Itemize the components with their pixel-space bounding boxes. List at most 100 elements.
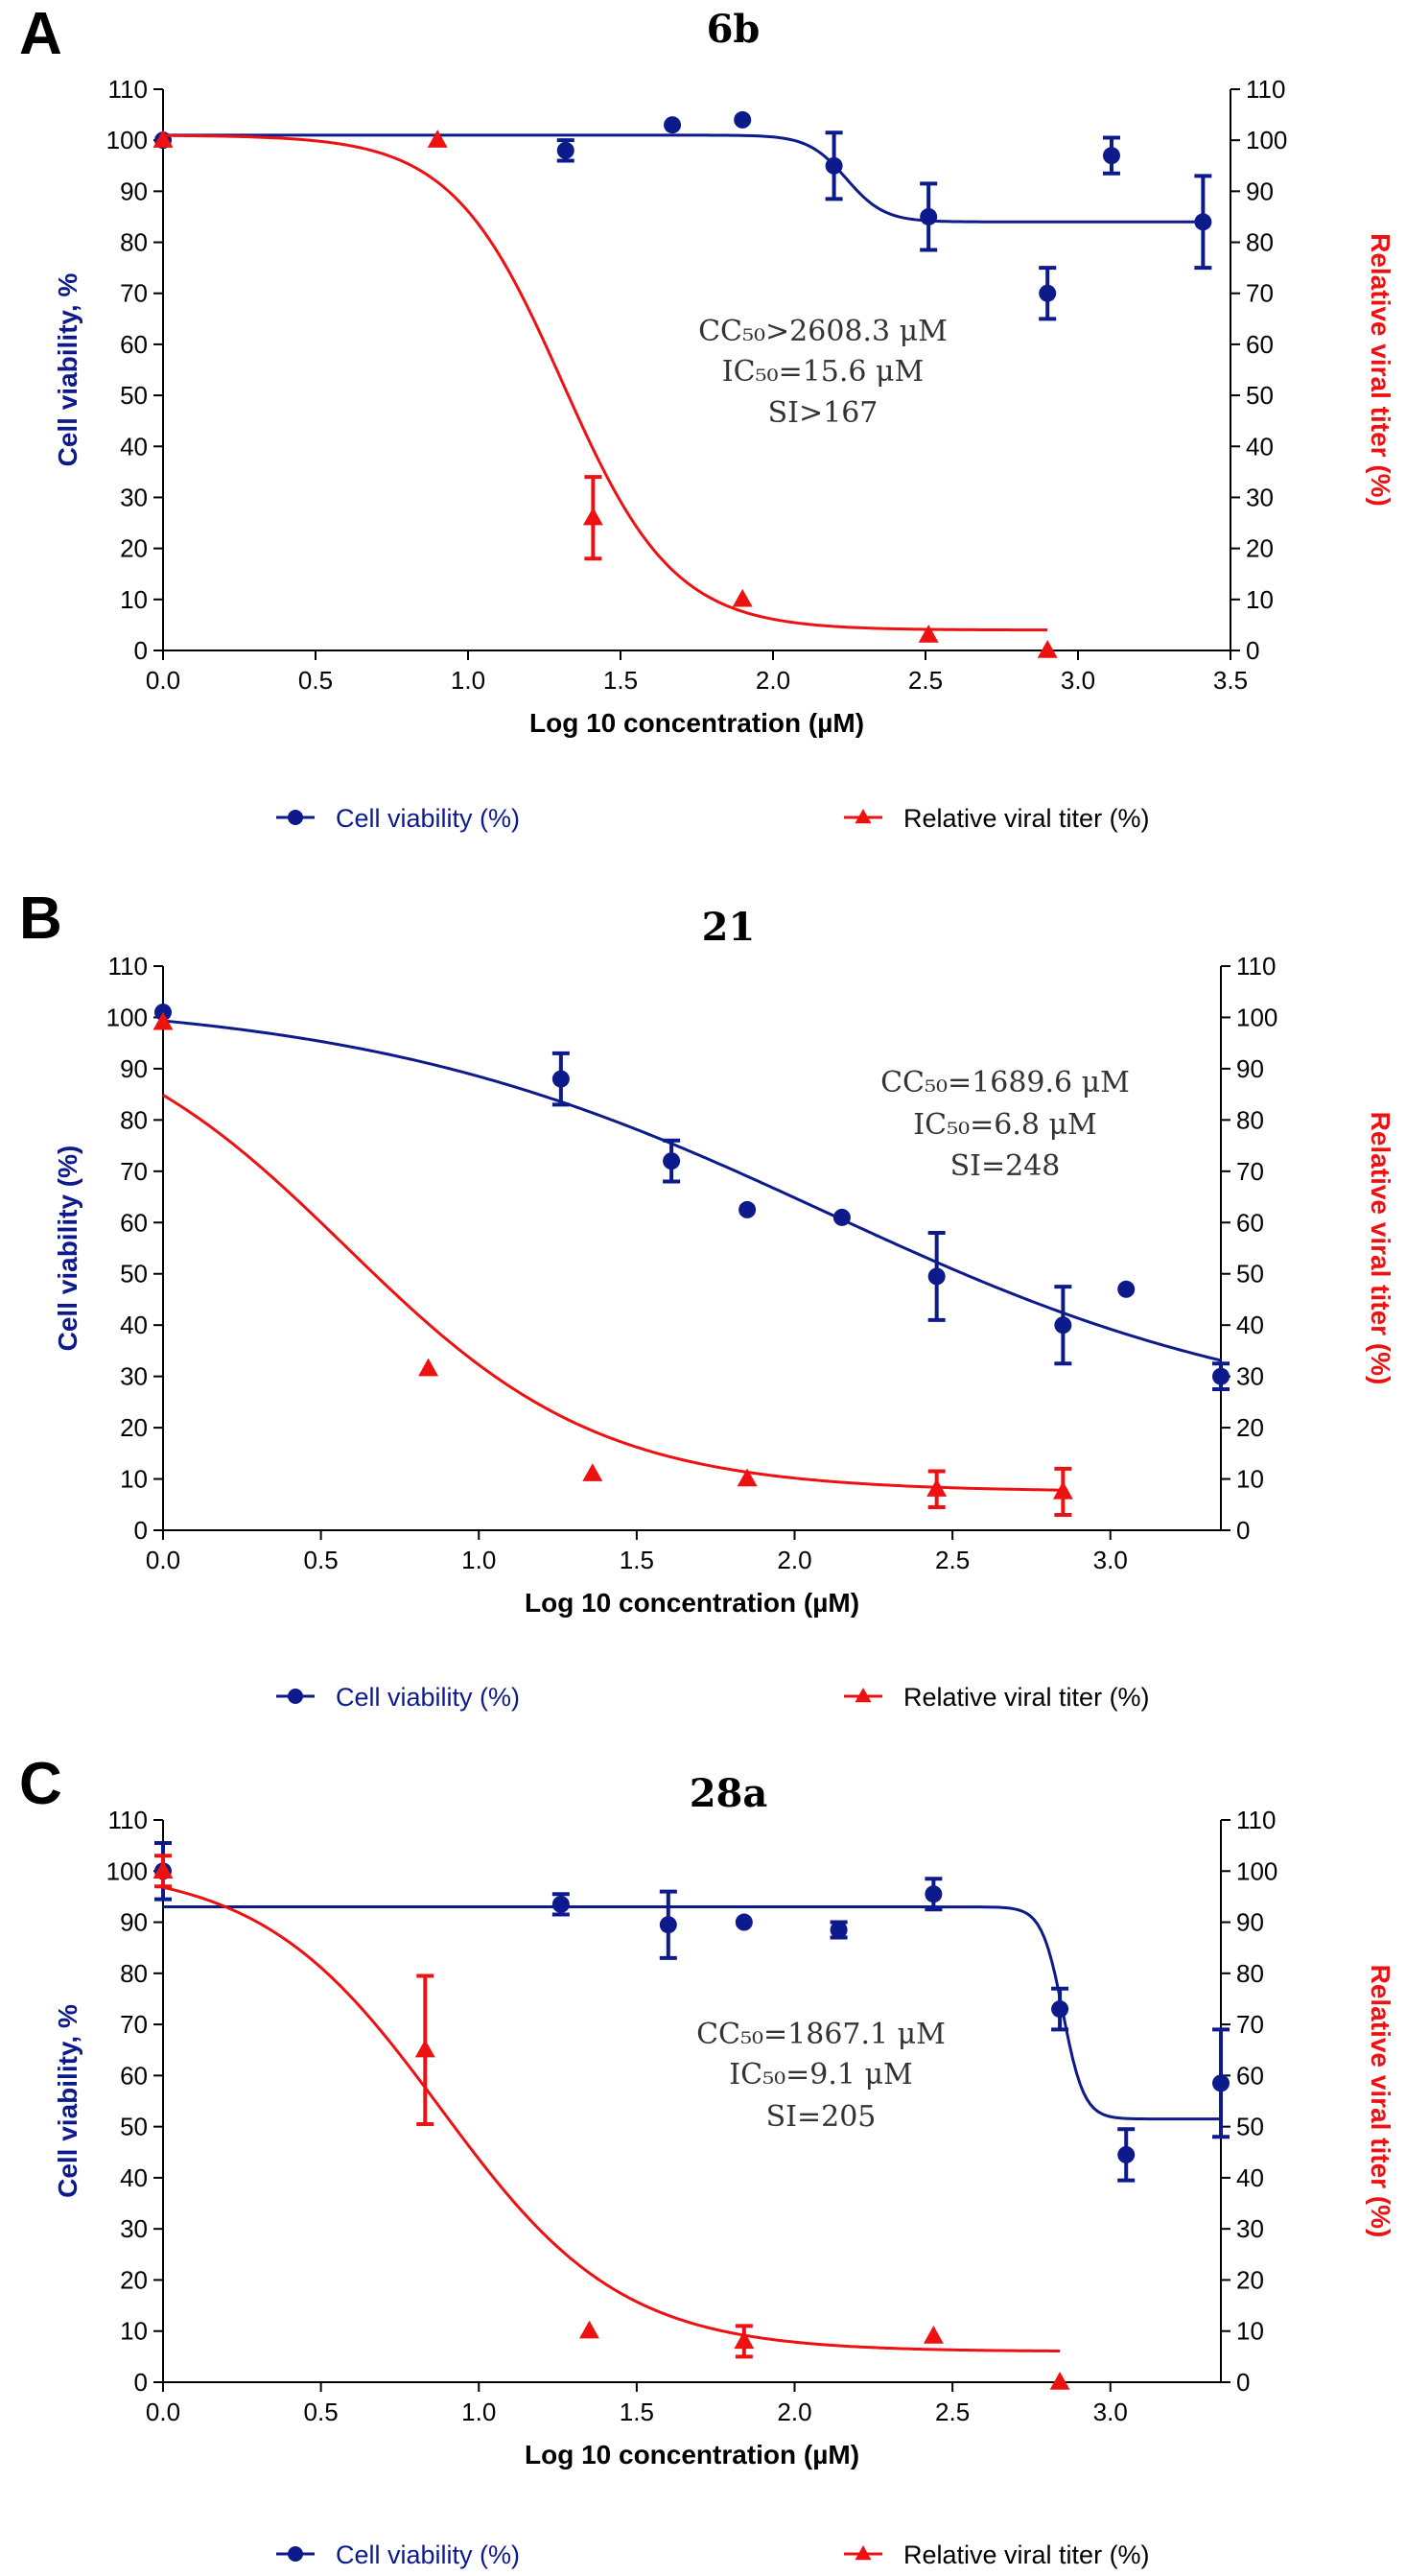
y-tick-label-right: 10 [1246,585,1274,614]
x-tick-label: 3.0 [1093,2398,1128,2426]
y-axis-title-left: Cell viability (%) [53,1146,82,1352]
legend: Cell viability (%) Relative viral titer (… [276,2541,1150,2569]
x-tick-label: 3.0 [1093,1546,1128,1574]
y-tick-label-right: 60 [1236,1208,1264,1237]
y-tick-label-right: 100 [1246,126,1287,154]
data-point [734,2330,755,2350]
data-point [1051,2000,1069,2019]
y-axis-title-right: Relative viral titer (%) [1366,1965,1395,2238]
y-tick-label-right: 110 [1236,1806,1276,1834]
y-tick-label-left: 30 [120,1362,148,1391]
y-tick-label-left: 100 [106,126,148,154]
y-tick-label-right: 50 [1236,2113,1264,2141]
legend-marker-triangle [855,2545,872,2561]
annotation-line: IC₅₀=15.6 μM [722,355,925,389]
y-tick-label-left: 50 [120,1260,148,1288]
panel-letter: C [19,1751,62,1817]
y-tick-label-right: 80 [1236,1105,1264,1134]
data-point [1052,1480,1073,1500]
data-point [418,1358,439,1377]
y-tick-label-left: 100 [106,1856,148,1885]
y-tick-label-left: 70 [120,1157,148,1186]
chart-title: 21 [702,905,756,950]
y-tick-label-left: 70 [120,2010,148,2039]
legend-label: Cell viability (%) [336,1683,520,1712]
panel-letter: A [19,1,62,67]
legend-marker-triangle [855,809,872,824]
y-tick-label-left: 50 [120,381,148,410]
y-tick-label-right: 20 [1236,2265,1264,2294]
y-tick-label-right: 50 [1246,381,1274,410]
legend-marker-circle [288,1689,303,1704]
legend: Cell viability (%) Relative viral titer (… [276,1683,1150,1712]
x-tick-label: 2.0 [756,666,790,695]
x-tick-label: 1.0 [461,2398,496,2426]
y-tick-label-right: 0 [1236,2368,1250,2397]
fit-curve [162,1094,1064,1492]
y-tick-label-left: 100 [106,1003,148,1031]
legend-label: Cell viability (%) [336,804,520,833]
data-point [825,156,843,175]
y-tick-label-left: 20 [120,2265,148,2294]
x-tick-label: 1.5 [620,2398,654,2426]
series-cell-viability [154,1840,1230,2183]
x-tick-label: 0.5 [304,1546,339,1574]
x-axis-title: Log 10 concentration (µM) [525,1588,859,1618]
chart-panel-C: C 28a 0 0 10 10 20 20 30 30 40 40 50 50 60 60 70 70 80 80 90… [19,1751,1395,2569]
y-tick-label-left: 80 [120,1959,148,1988]
y-tick-label-right: 80 [1236,1959,1264,1988]
y-tick-label-left: 80 [120,1105,148,1134]
data-point [1049,2372,1070,2390]
y-tick-label-right: 100 [1236,1856,1277,1885]
data-point [832,1208,851,1226]
annotation-line: IC₅₀=6.8 μM [913,1108,1096,1142]
data-point [663,1152,681,1170]
data-point [737,1468,758,1487]
y-tick-label-left: 20 [120,534,148,563]
legend-marker-circle [288,810,303,825]
x-axis-title: Log 10 concentration (µM) [525,2440,859,2470]
y-tick-label-right: 90 [1246,177,1274,205]
y-axis-title-left: Cell viability, % [53,2004,82,2198]
series-relative-viral-titer [152,1854,1070,2390]
x-tick-label: 0.0 [146,2398,180,2426]
annotation-line: CC₅₀=1689.6 μM [880,1066,1130,1099]
legend-label: Cell viability (%) [336,2541,520,2569]
y-tick-label-left: 30 [120,483,148,511]
y-tick-label-left: 110 [108,1806,148,1834]
y-tick-label-left: 10 [120,585,148,614]
annotation-line: CC₅₀=1867.1 μM [696,2018,946,2051]
data-point [918,625,939,643]
data-point [1117,2145,1136,2163]
data-point [582,1463,603,1481]
x-tick-label: 1.5 [603,666,638,695]
data-point [152,1011,174,1030]
x-tick-label: 2.5 [935,2398,970,2426]
fit-curve [162,133,1048,632]
y-tick-label-right: 110 [1246,75,1285,104]
y-axis-title-left: Cell viability, % [53,273,82,467]
y-tick-label-right: 100 [1236,1003,1277,1031]
x-tick-label: 1.0 [451,666,485,695]
panel-letter: B [19,886,62,952]
data-point [1054,1316,1072,1335]
x-tick-label: 2.0 [777,2398,811,2426]
y-tick-label-right: 70 [1236,2010,1264,2039]
data-point [556,141,574,159]
legend-label: Relative viral titer (%) [903,1683,1150,1712]
fit-curve [163,133,1204,224]
fit-curve [163,1905,1221,2121]
data-point [551,1070,570,1088]
y-tick-label-right: 40 [1246,432,1274,461]
y-tick-label-right: 30 [1236,1362,1264,1391]
y-tick-label-right: 30 [1246,483,1274,511]
y-tick-label-left: 90 [120,1908,148,1937]
y-tick-label-left: 70 [120,279,148,308]
fit-curve [162,1019,1222,1362]
y-tick-label-left: 0 [134,2368,148,2397]
y-tick-label-right: 70 [1246,279,1274,308]
data-point [579,2320,599,2339]
data-point [1212,2074,1230,2092]
x-tick-label: 0.0 [146,1546,180,1574]
